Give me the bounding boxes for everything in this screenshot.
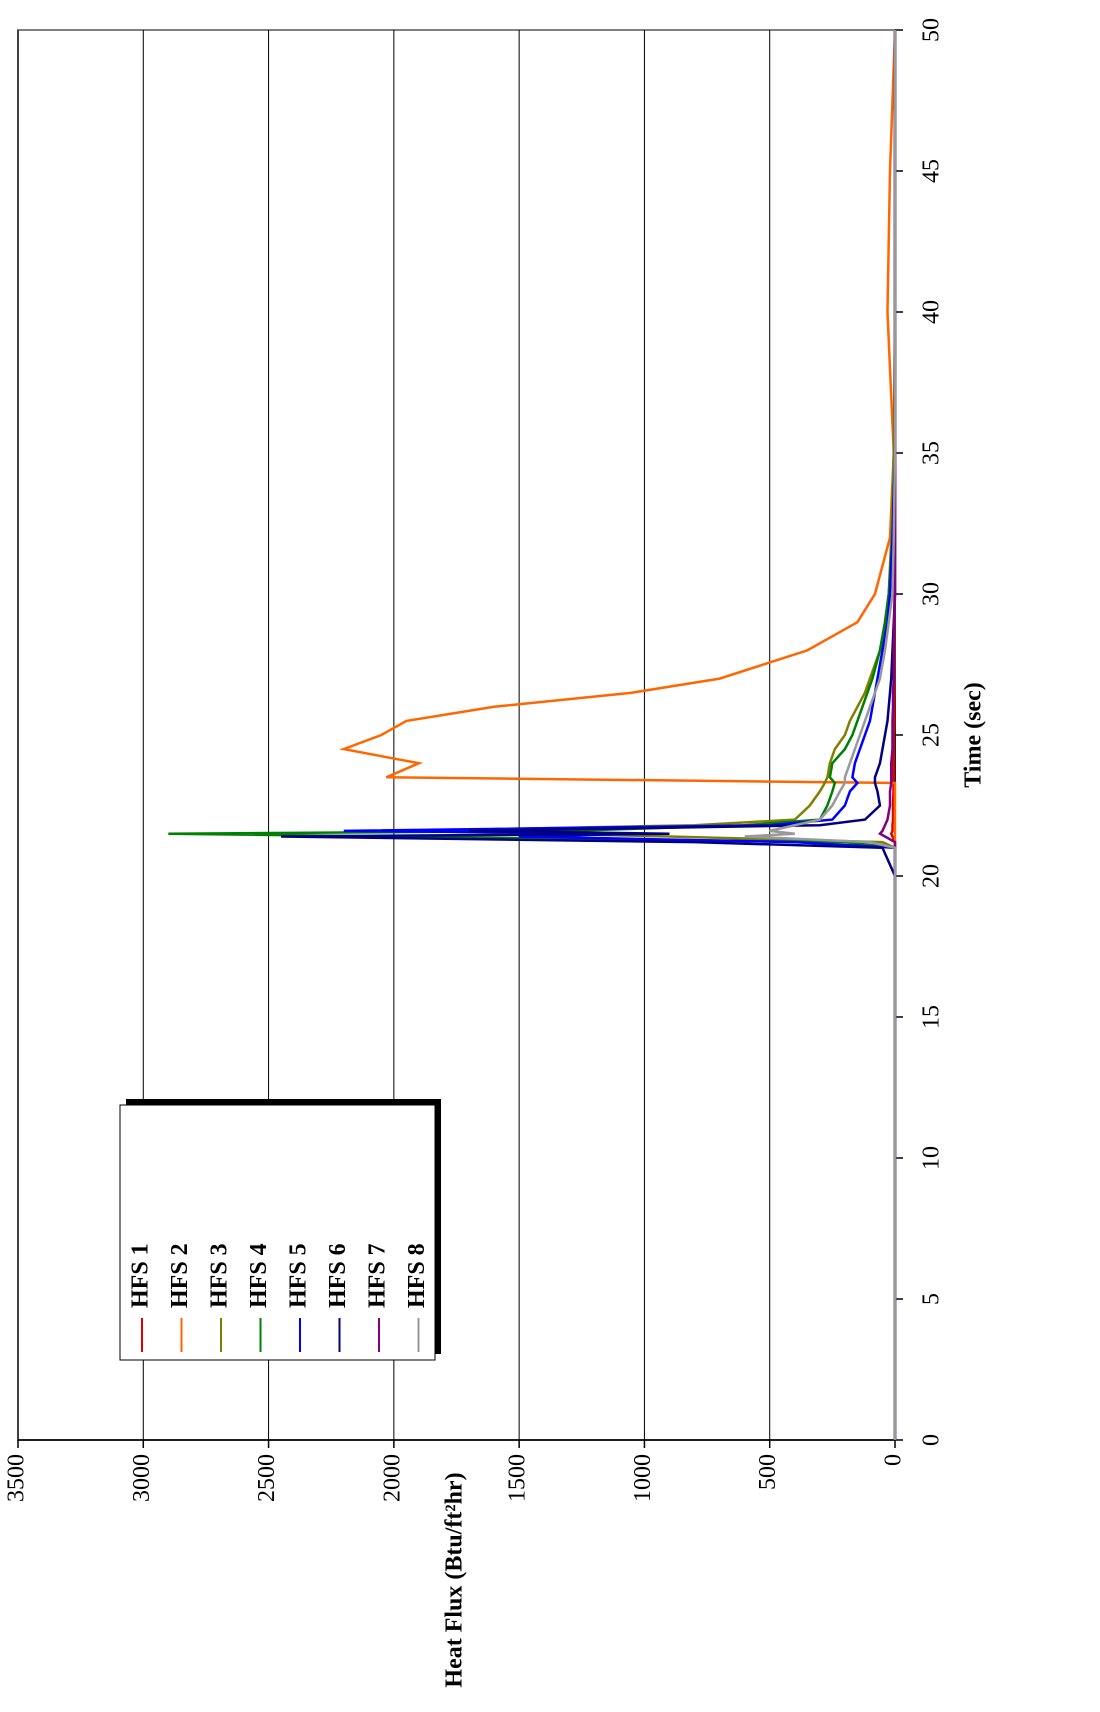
y-tick-label: 500	[755, 1454, 781, 1490]
x-tick-label: 0	[919, 1434, 945, 1446]
legend-label: HFS 3	[207, 1243, 233, 1308]
y-tick-label: 0	[881, 1454, 907, 1466]
legend-label: HFS 4	[246, 1243, 272, 1308]
x-tick-label: 45	[919, 159, 945, 183]
y-tick-label: 3000	[129, 1454, 155, 1502]
x-tick-label: 15	[919, 1005, 945, 1029]
x-tick-label: 25	[919, 723, 945, 747]
rotated-chart: Time (sec) Heat Flux (Btu/ft²hr) 0500100…	[4, 18, 987, 1688]
legend-label: HFS 7	[365, 1243, 391, 1308]
x-tick-label: 50	[919, 18, 945, 42]
series-line	[878, 30, 897, 1440]
legend-label: HFS 5	[286, 1243, 312, 1308]
legend-box	[119, 1104, 436, 1361]
y-tick-label: 1000	[630, 1454, 656, 1502]
x-tick-label: 30	[919, 582, 945, 606]
y-tick-label: 3500	[4, 1454, 30, 1502]
y-tick-label: 2500	[254, 1454, 280, 1502]
legend-label: HFS 2	[167, 1243, 193, 1308]
legend-label: HFS 6	[325, 1243, 351, 1308]
y-axis-title: Heat Flux (Btu/ft²hr)	[442, 1472, 468, 1687]
x-tick-label: 20	[919, 864, 945, 888]
y-tick-label: 1500	[505, 1454, 531, 1502]
x-tick-label: 10	[919, 1146, 945, 1170]
y-tick-label: 2000	[379, 1454, 405, 1502]
series-line	[744, 30, 897, 1440]
x-tick-label: 40	[919, 300, 945, 324]
series-line	[339, 29, 897, 1440]
x-tick-label: 35	[919, 441, 945, 465]
x-tick-label: 5	[919, 1293, 945, 1305]
legend-label: HFS 1	[128, 1243, 154, 1308]
x-axis-title: Time (sec)	[961, 682, 987, 788]
legend-label: HFS 8	[404, 1243, 430, 1308]
